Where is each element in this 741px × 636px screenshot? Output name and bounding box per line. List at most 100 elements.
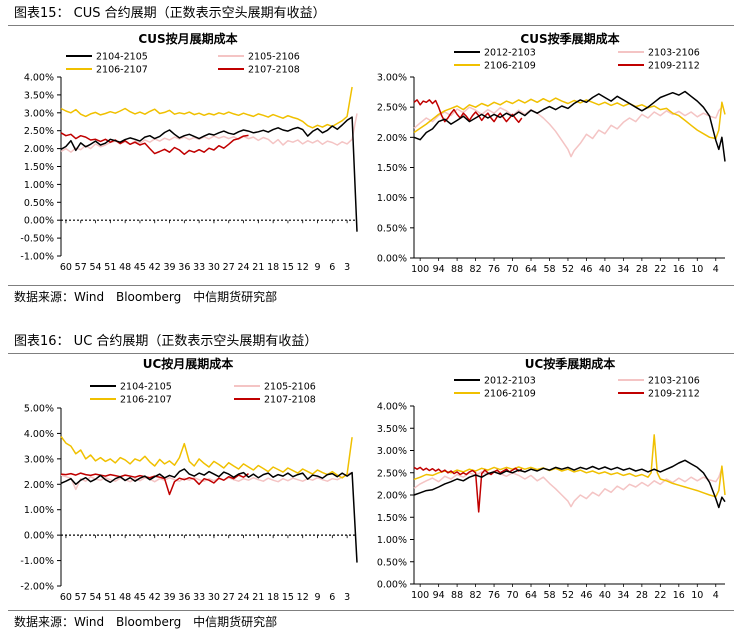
cus-quarterly-chart: CUS按季展期成本 3.00% 2.50% 2.00% 1.50% 1.00% 0.50% 0…	[377, 31, 726, 275]
x-tick-label: 40	[599, 590, 611, 601]
y-tick-label: -1.00%	[20, 252, 54, 263]
y-tick-label: 0.00%	[377, 254, 407, 265]
y-tick-label: 1.00%	[377, 535, 407, 546]
y-tick-label: -2.00%	[20, 582, 54, 593]
y-tick-label: 0.50%	[377, 223, 407, 234]
figure-15-caption: 图表15： CUS 合约展期（正数表示空头展期有收益）	[14, 6, 326, 21]
x-tick-label: 39	[163, 262, 175, 273]
x-tick-label: 6	[329, 592, 335, 603]
y-tick-label: 2.50%	[377, 103, 407, 114]
legend-label: 2107-2108	[248, 65, 300, 76]
y-tick-label: 5.00%	[24, 404, 54, 415]
chart-title: CUS按月展期成本	[138, 31, 237, 46]
y-tick-label: 2.00%	[24, 480, 54, 491]
legend-label: 2106-2107	[96, 65, 148, 76]
x-tick-label: 34	[617, 590, 629, 601]
x-tick-label: 51	[104, 262, 116, 273]
chart-title: CUS按季展期成本	[520, 31, 619, 46]
x-tick-label: 52	[562, 264, 574, 275]
series-line-2106-2109	[413, 434, 726, 498]
chart-title: UC按月展期成本	[143, 356, 234, 371]
x-tick-label: 27	[223, 262, 235, 273]
x-tick-label: 57	[75, 592, 87, 603]
series-line-2104-2105	[60, 468, 358, 563]
y-tick-label: 1.50%	[377, 513, 407, 524]
x-tick-label: 28	[636, 264, 648, 275]
y-tick-label: 2.50%	[377, 468, 407, 479]
series-line-2105-2106	[60, 471, 353, 491]
legend-label: 2105-2106	[248, 52, 300, 63]
x-tick-label: 15	[282, 262, 294, 273]
y-tick-label: 1.50%	[377, 163, 407, 174]
legend-label: 2106-2107	[120, 395, 172, 406]
x-tick-label: 45	[134, 592, 146, 603]
y-tick-label: 0.50%	[377, 557, 407, 568]
x-tick-label: 76	[488, 264, 500, 275]
x-tick-label: 30	[208, 262, 220, 273]
legend-label: 2109-2112	[648, 389, 700, 400]
series-line-2106-2109	[413, 97, 726, 140]
x-tick-label: 70	[506, 264, 518, 275]
y-tick-label: 1.50%	[24, 162, 54, 173]
legend-label: 2103-2106	[648, 48, 700, 59]
x-tick-label: 51	[104, 592, 116, 603]
figure-15-source: 数据来源：Wind Bloomberg 中信期货研究部	[14, 290, 278, 304]
figure-16-source: 数据来源：Wind Bloomberg 中信期货研究部	[14, 615, 278, 629]
x-tick-label: 9	[315, 262, 321, 273]
legend-label: 2103-2106	[648, 376, 700, 387]
x-tick-label: 18	[267, 592, 279, 603]
x-tick-label: 36	[178, 262, 190, 273]
y-tick-label: 0.00%	[24, 531, 54, 542]
x-tick-label: 88	[451, 590, 463, 601]
x-tick-label: 4	[713, 590, 719, 601]
x-tick-label: 9	[315, 592, 321, 603]
y-tick-label: 3.50%	[377, 424, 407, 435]
y-tick-label: 3.00%	[377, 446, 407, 457]
x-tick-label: 21	[252, 262, 264, 273]
figure-16-caption-rule	[8, 353, 734, 354]
y-tick-label: 3.00%	[24, 454, 54, 465]
series-line-2107-2108	[60, 132, 249, 156]
x-tick-label: 54	[89, 262, 101, 273]
y-tick-label: 4.00%	[377, 402, 407, 413]
x-tick-label: 94	[433, 264, 445, 275]
x-tick-label: 27	[223, 592, 235, 603]
x-tick-label: 58	[543, 264, 555, 275]
x-tick-label: 76	[488, 590, 500, 601]
x-tick-label: 46	[580, 590, 592, 601]
x-tick-label: 70	[506, 590, 518, 601]
x-tick-label: 88	[451, 264, 463, 275]
x-tick-label: 52	[562, 590, 574, 601]
x-tick-label: 16	[673, 264, 685, 275]
x-tick-label: 28	[636, 590, 648, 601]
x-tick-label: 12	[297, 592, 309, 603]
legend-label: 2012-2103	[484, 48, 536, 59]
x-tick-label: 10	[691, 264, 703, 275]
x-tick-label: 100	[411, 264, 429, 275]
x-tick-label: 4	[713, 264, 719, 275]
x-tick-label: 45	[134, 262, 146, 273]
x-tick-label: 64	[525, 590, 537, 601]
x-tick-label: 6	[329, 262, 335, 273]
figure-16-caption: 图表16： UC 合约展期（正数表示空头展期有收益）	[14, 334, 318, 349]
legend-label: 2105-2106	[264, 382, 316, 393]
y-tick-label: -1.00%	[20, 556, 54, 567]
x-tick-label: 33	[193, 592, 205, 603]
y-tick-label: 3.50%	[24, 90, 54, 101]
x-tick-label: 54	[89, 592, 101, 603]
x-tick-label: 30	[208, 592, 220, 603]
x-tick-label: 82	[470, 590, 482, 601]
x-tick-label: 82	[470, 264, 482, 275]
x-tick-label: 33	[193, 262, 205, 273]
x-tick-label: 94	[433, 590, 445, 601]
x-tick-label: 42	[149, 262, 161, 273]
figure-16-source-rule	[8, 610, 734, 611]
x-tick-label: 64	[525, 264, 537, 275]
y-tick-label: 1.00%	[24, 505, 54, 516]
series-line-2012-2103	[413, 90, 726, 162]
y-tick-label: 2.50%	[24, 126, 54, 137]
y-tick-label: 1.00%	[377, 193, 407, 204]
y-tick-label: 0.00%	[24, 216, 54, 227]
x-tick-label: 18	[267, 262, 279, 273]
series-line-2106-2107	[60, 86, 353, 129]
